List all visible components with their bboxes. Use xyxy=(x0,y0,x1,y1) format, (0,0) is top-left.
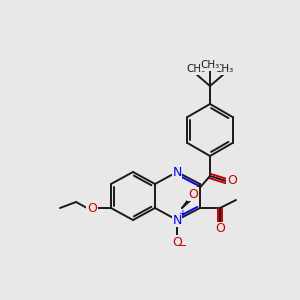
Text: N: N xyxy=(172,214,182,226)
Text: O: O xyxy=(87,202,97,214)
Text: −: − xyxy=(178,241,188,251)
Text: O: O xyxy=(215,223,225,236)
Text: N: N xyxy=(172,166,182,178)
Text: +: + xyxy=(178,209,186,219)
Text: O: O xyxy=(188,188,198,200)
Text: O: O xyxy=(227,175,237,188)
Text: CH₃: CH₃ xyxy=(214,64,234,74)
Text: CH₃: CH₃ xyxy=(186,64,206,74)
Text: O: O xyxy=(172,236,182,248)
Text: CH₃: CH₃ xyxy=(200,60,220,70)
